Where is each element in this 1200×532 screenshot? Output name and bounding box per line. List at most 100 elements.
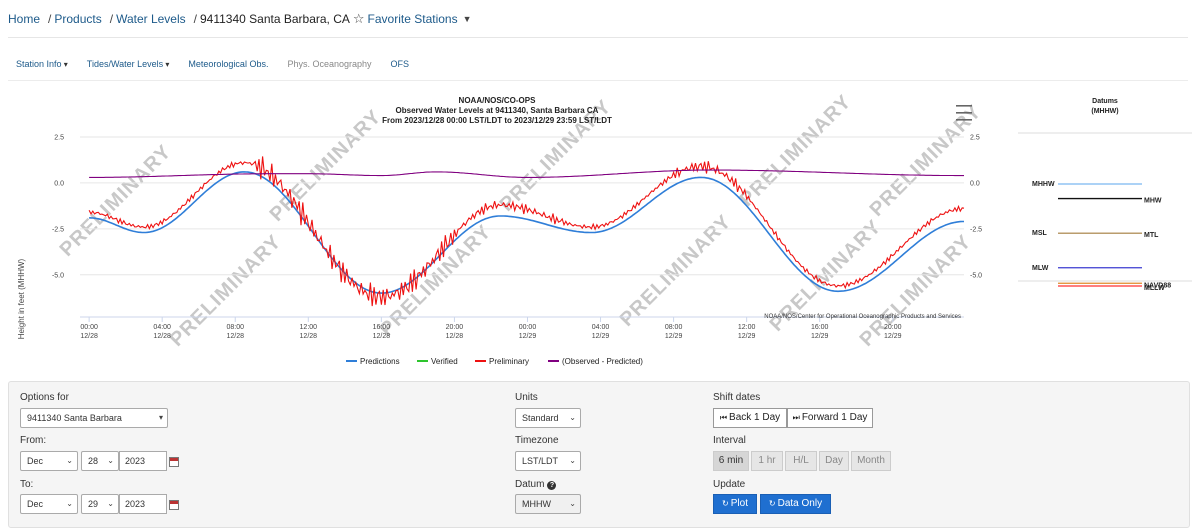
datum-label: MLW: [1032, 265, 1049, 272]
favorite-star-icon[interactable]: ☆: [352, 11, 365, 26]
divider: [8, 37, 1188, 38]
to-year-input[interactable]: 2023: [119, 494, 167, 514]
water-level-chart: PRELIMINARY PRELIMINARY PRELIMINARY PRELIMI…: [0, 85, 1000, 375]
interval-day-button[interactable]: Day: [819, 451, 849, 471]
from-year-input[interactable]: 2023: [119, 451, 167, 471]
interval-hl-button[interactable]: H/L: [785, 451, 817, 471]
from-month-select[interactable]: Dec ⌄: [20, 451, 78, 471]
step-forward-icon: ⏭: [792, 413, 800, 422]
subnav-phys-oceanography[interactable]: Phys. Oceanography: [287, 59, 372, 69]
y-tick-label-right: -2.5: [970, 226, 982, 233]
legend-item: Preliminary: [489, 357, 529, 366]
units-select[interactable]: Standard ⌄: [515, 408, 581, 428]
chevron-down-icon: ⌄: [107, 456, 114, 465]
x-tick-date: 12/29: [811, 333, 829, 340]
x-tick-time: 20:00: [884, 324, 902, 331]
chevron-down-icon: ⌄: [569, 413, 576, 422]
watermark-text: PRELIMINARY: [736, 91, 856, 211]
breadcrumb-separator: /: [193, 12, 197, 26]
x-tick-date: 12/28: [300, 333, 318, 340]
x-tick-date: 12/29: [519, 333, 537, 340]
datum-label: Datum?: [515, 479, 557, 490]
datum-value: MHHW: [522, 499, 551, 509]
to-month-select[interactable]: Dec ⌄: [20, 494, 78, 514]
data-only-button[interactable]: ↻ Data Only: [760, 494, 831, 514]
x-tick-time: 16:00: [811, 324, 829, 331]
subnav-tides-water-levels[interactable]: Tides/Water Levels: [87, 59, 170, 69]
y-tick-label-left: -5.0: [52, 272, 64, 279]
update-label: Update: [713, 479, 746, 490]
x-tick-time: 12:00: [300, 324, 318, 331]
to-day-select[interactable]: 29 ⌄: [81, 494, 119, 514]
timezone-label: Timezone: [515, 435, 559, 446]
x-tick-time: 08:00: [665, 324, 683, 331]
chevron-down-icon: ⌄: [107, 499, 114, 508]
from-day-select[interactable]: 28 ⌄: [81, 451, 119, 471]
y-tick-label-left: 2.5: [54, 135, 64, 142]
series-line-predictions: [89, 171, 964, 294]
from-month-value: Dec: [27, 456, 44, 466]
chart-title-line-3: From 2023/12/28 00:00 LST/LDT to 2023/12…: [382, 116, 612, 125]
plot-label: Plot: [730, 498, 748, 509]
series-line-observed-predicted: [89, 169, 964, 178]
breadcrumb-home-link[interactable]: Home: [8, 12, 41, 26]
chevron-down-icon: ⌄: [569, 456, 576, 465]
y-axis-label: Height in feet (MHHW): [17, 258, 26, 339]
interval-month-button[interactable]: Month: [851, 451, 891, 471]
back-1-day-button[interactable]: ⏮ Back 1 Day: [713, 408, 787, 428]
units-value: Standard: [522, 413, 559, 423]
timezone-select[interactable]: LST/LDT ⌄: [515, 451, 581, 471]
back-1-day-label: Back 1 Day: [729, 412, 781, 423]
legend-item: (Observed - Predicted): [562, 357, 643, 366]
subnav-meteorological-obs[interactable]: Meteorological Obs.: [188, 59, 269, 69]
datum-label: MHHW: [1032, 181, 1055, 188]
refresh-icon: ↻: [768, 499, 776, 508]
options-panel: Options for 9411340 Santa Barbara ▾ From…: [8, 381, 1190, 528]
breadcrumb-water-levels-link[interactable]: Water Levels: [116, 12, 186, 26]
datum-label: MSL: [1032, 230, 1048, 237]
hamburger-menu-icon[interactable]: [954, 103, 972, 127]
datum-label: MLLW: [1144, 285, 1165, 292]
interval-1hr-button[interactable]: 1 hr: [751, 451, 783, 471]
help-icon[interactable]: ?: [547, 481, 557, 490]
y-tick-label-right: 2.5: [970, 135, 980, 142]
chevron-down-icon: ⌄: [66, 499, 73, 508]
station-select[interactable]: 9411340 Santa Barbara ▾: [20, 408, 168, 428]
breadcrumb-current-station: 9411340 Santa Barbara, CA: [200, 12, 350, 26]
x-tick-time: 08:00: [226, 324, 244, 331]
x-tick-date: 12/28: [373, 333, 391, 340]
to-day-value: 29: [88, 499, 99, 509]
subnav-ofs[interactable]: OFS: [390, 59, 410, 69]
station-subnav: Station Info Tides/Water Levels Meteorol…: [16, 59, 428, 69]
breadcrumb-products-link[interactable]: Products: [54, 12, 102, 26]
x-tick-date: 12/29: [665, 333, 683, 340]
datums-panel: Datums (MHHW) MHHW MHW MSL MTL MLW NAVD88 MLLW: [1010, 85, 1200, 375]
datum-select[interactable]: MHHW ⌄: [515, 494, 581, 514]
forward-1-day-button[interactable]: ⏭ Forward 1 Day: [787, 408, 873, 428]
chevron-down-icon: ⌄: [569, 499, 576, 508]
chevron-down-icon[interactable]: ▼: [462, 14, 472, 24]
from-day-value: 28: [88, 456, 99, 466]
x-tick-time: 04:00: [592, 324, 610, 331]
watermark-text: PRELIMINARY: [856, 231, 976, 351]
plot-button[interactable]: ↻ Plot: [713, 494, 757, 514]
favorite-stations-dropdown[interactable]: Favorite Stations: [367, 12, 458, 26]
x-tick-time: 20:00: [446, 324, 464, 331]
y-tick-label-left: 0.0: [54, 180, 64, 187]
chevron-down-icon: ⌄: [66, 456, 73, 465]
subnav-station-info[interactable]: Station Info: [16, 59, 68, 69]
x-tick-time: 00:00: [519, 324, 537, 331]
y-tick-label-right: -5.0: [970, 272, 982, 279]
to-label: To:: [20, 479, 34, 490]
timezone-value: LST/LDT: [522, 456, 559, 466]
y-tick-label-right: 0.0: [970, 180, 980, 187]
interval-6min-button[interactable]: 6 min: [713, 451, 749, 471]
x-tick-time: 16:00: [373, 324, 391, 331]
from-calendar-icon[interactable]: [169, 457, 179, 467]
datum-label: NAVD88: [1144, 282, 1171, 289]
x-tick-date: 12/28: [153, 333, 171, 340]
chevron-down-icon: ▾: [158, 413, 163, 422]
to-calendar-icon[interactable]: [169, 500, 179, 510]
y-tick-label-left: -2.5: [52, 226, 64, 233]
